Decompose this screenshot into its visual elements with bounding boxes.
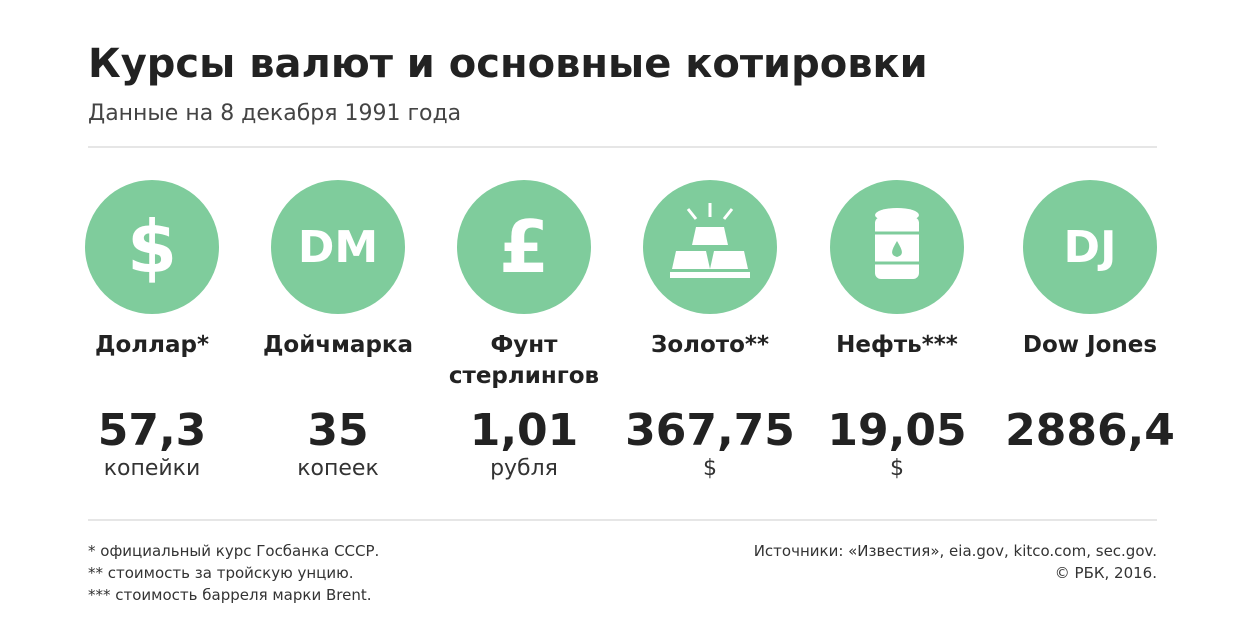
item-label: Нефть*** bbox=[836, 332, 958, 358]
gold-icon bbox=[670, 203, 750, 278]
source: Источники: «Известия», eia.gov, kitco.co… bbox=[754, 542, 1157, 560]
icon-circle bbox=[1023, 180, 1157, 314]
item-value: 19,05 bbox=[827, 405, 966, 456]
footnote: * официальный курс Госбанка СССР. bbox=[88, 542, 379, 560]
icon-circle bbox=[643, 180, 777, 314]
title: Курсы валют и основные котировки bbox=[88, 41, 928, 87]
subtitle: Данные на 8 декабря 1991 года bbox=[88, 101, 461, 126]
item-label: Золото** bbox=[651, 332, 769, 358]
icon-text: DM bbox=[298, 222, 378, 273]
item-unit: копейки bbox=[104, 456, 201, 481]
oil-icon bbox=[875, 208, 919, 279]
icon-circle bbox=[85, 180, 219, 314]
item-value: 35 bbox=[307, 405, 368, 456]
item-value: 57,3 bbox=[98, 405, 207, 456]
item-label: Доллар* bbox=[95, 332, 209, 358]
item-value: 1,01 bbox=[470, 405, 579, 456]
item-label: Dow Jones bbox=[1023, 332, 1157, 358]
item-unit: копеек bbox=[297, 456, 379, 481]
icon-circle bbox=[457, 180, 591, 314]
copyright: © РБК, 2016. bbox=[1055, 564, 1157, 582]
footnote: *** стоимость барреля марки Brent. bbox=[88, 586, 371, 604]
item-unit: рубля bbox=[490, 456, 558, 481]
icon-text: DJ bbox=[1064, 222, 1117, 273]
icon-text: £ bbox=[499, 205, 549, 289]
item-label: Фунт стерлингов bbox=[449, 332, 599, 389]
item-unit: $ bbox=[890, 456, 904, 481]
item-unit: $ bbox=[703, 456, 717, 481]
item-label: Дойчмарка bbox=[263, 332, 413, 358]
icon-circle bbox=[271, 180, 405, 314]
footnote: ** стоимость за тройскую унцию. bbox=[88, 564, 354, 582]
icons: $ DM £ DJ bbox=[85, 180, 1157, 314]
item-value: 2886,4 bbox=[1005, 405, 1175, 456]
icon-text: $ bbox=[127, 205, 177, 289]
item-value: 367,75 bbox=[625, 405, 795, 456]
